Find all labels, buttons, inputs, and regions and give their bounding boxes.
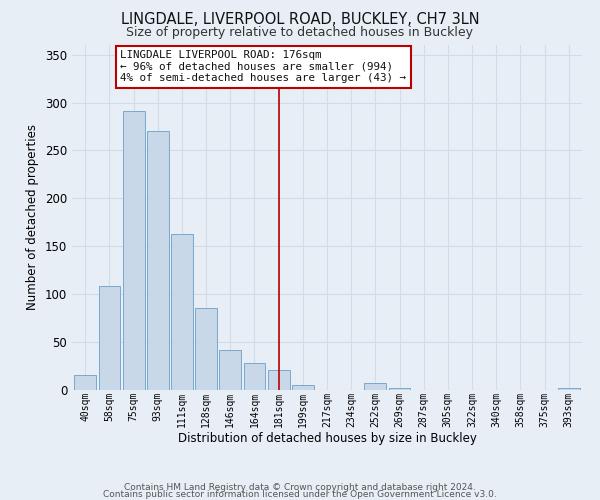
Bar [364, 384, 386, 390]
Text: Contains public sector information licensed under the Open Government Licence v3: Contains public sector information licen… [103, 490, 497, 499]
Bar [268, 370, 290, 390]
Bar [123, 111, 145, 390]
Bar [292, 385, 314, 390]
Bar [147, 131, 169, 390]
Text: Contains HM Land Registry data © Crown copyright and database right 2024.: Contains HM Land Registry data © Crown c… [124, 484, 476, 492]
Text: Size of property relative to detached houses in Buckley: Size of property relative to detached ho… [127, 26, 473, 39]
Text: LINGDALE LIVERPOOL ROAD: 176sqm
← 96% of detached houses are smaller (994)
4% of: LINGDALE LIVERPOOL ROAD: 176sqm ← 96% of… [121, 50, 406, 84]
X-axis label: Distribution of detached houses by size in Buckley: Distribution of detached houses by size … [178, 432, 476, 445]
Bar [220, 350, 241, 390]
Y-axis label: Number of detached properties: Number of detached properties [26, 124, 40, 310]
Bar [171, 234, 193, 390]
Bar [558, 388, 580, 390]
Text: LINGDALE, LIVERPOOL ROAD, BUCKLEY, CH7 3LN: LINGDALE, LIVERPOOL ROAD, BUCKLEY, CH7 3… [121, 12, 479, 28]
Bar [244, 363, 265, 390]
Bar [98, 286, 121, 390]
Bar [195, 308, 217, 390]
Bar [74, 374, 96, 390]
Bar [389, 388, 410, 390]
